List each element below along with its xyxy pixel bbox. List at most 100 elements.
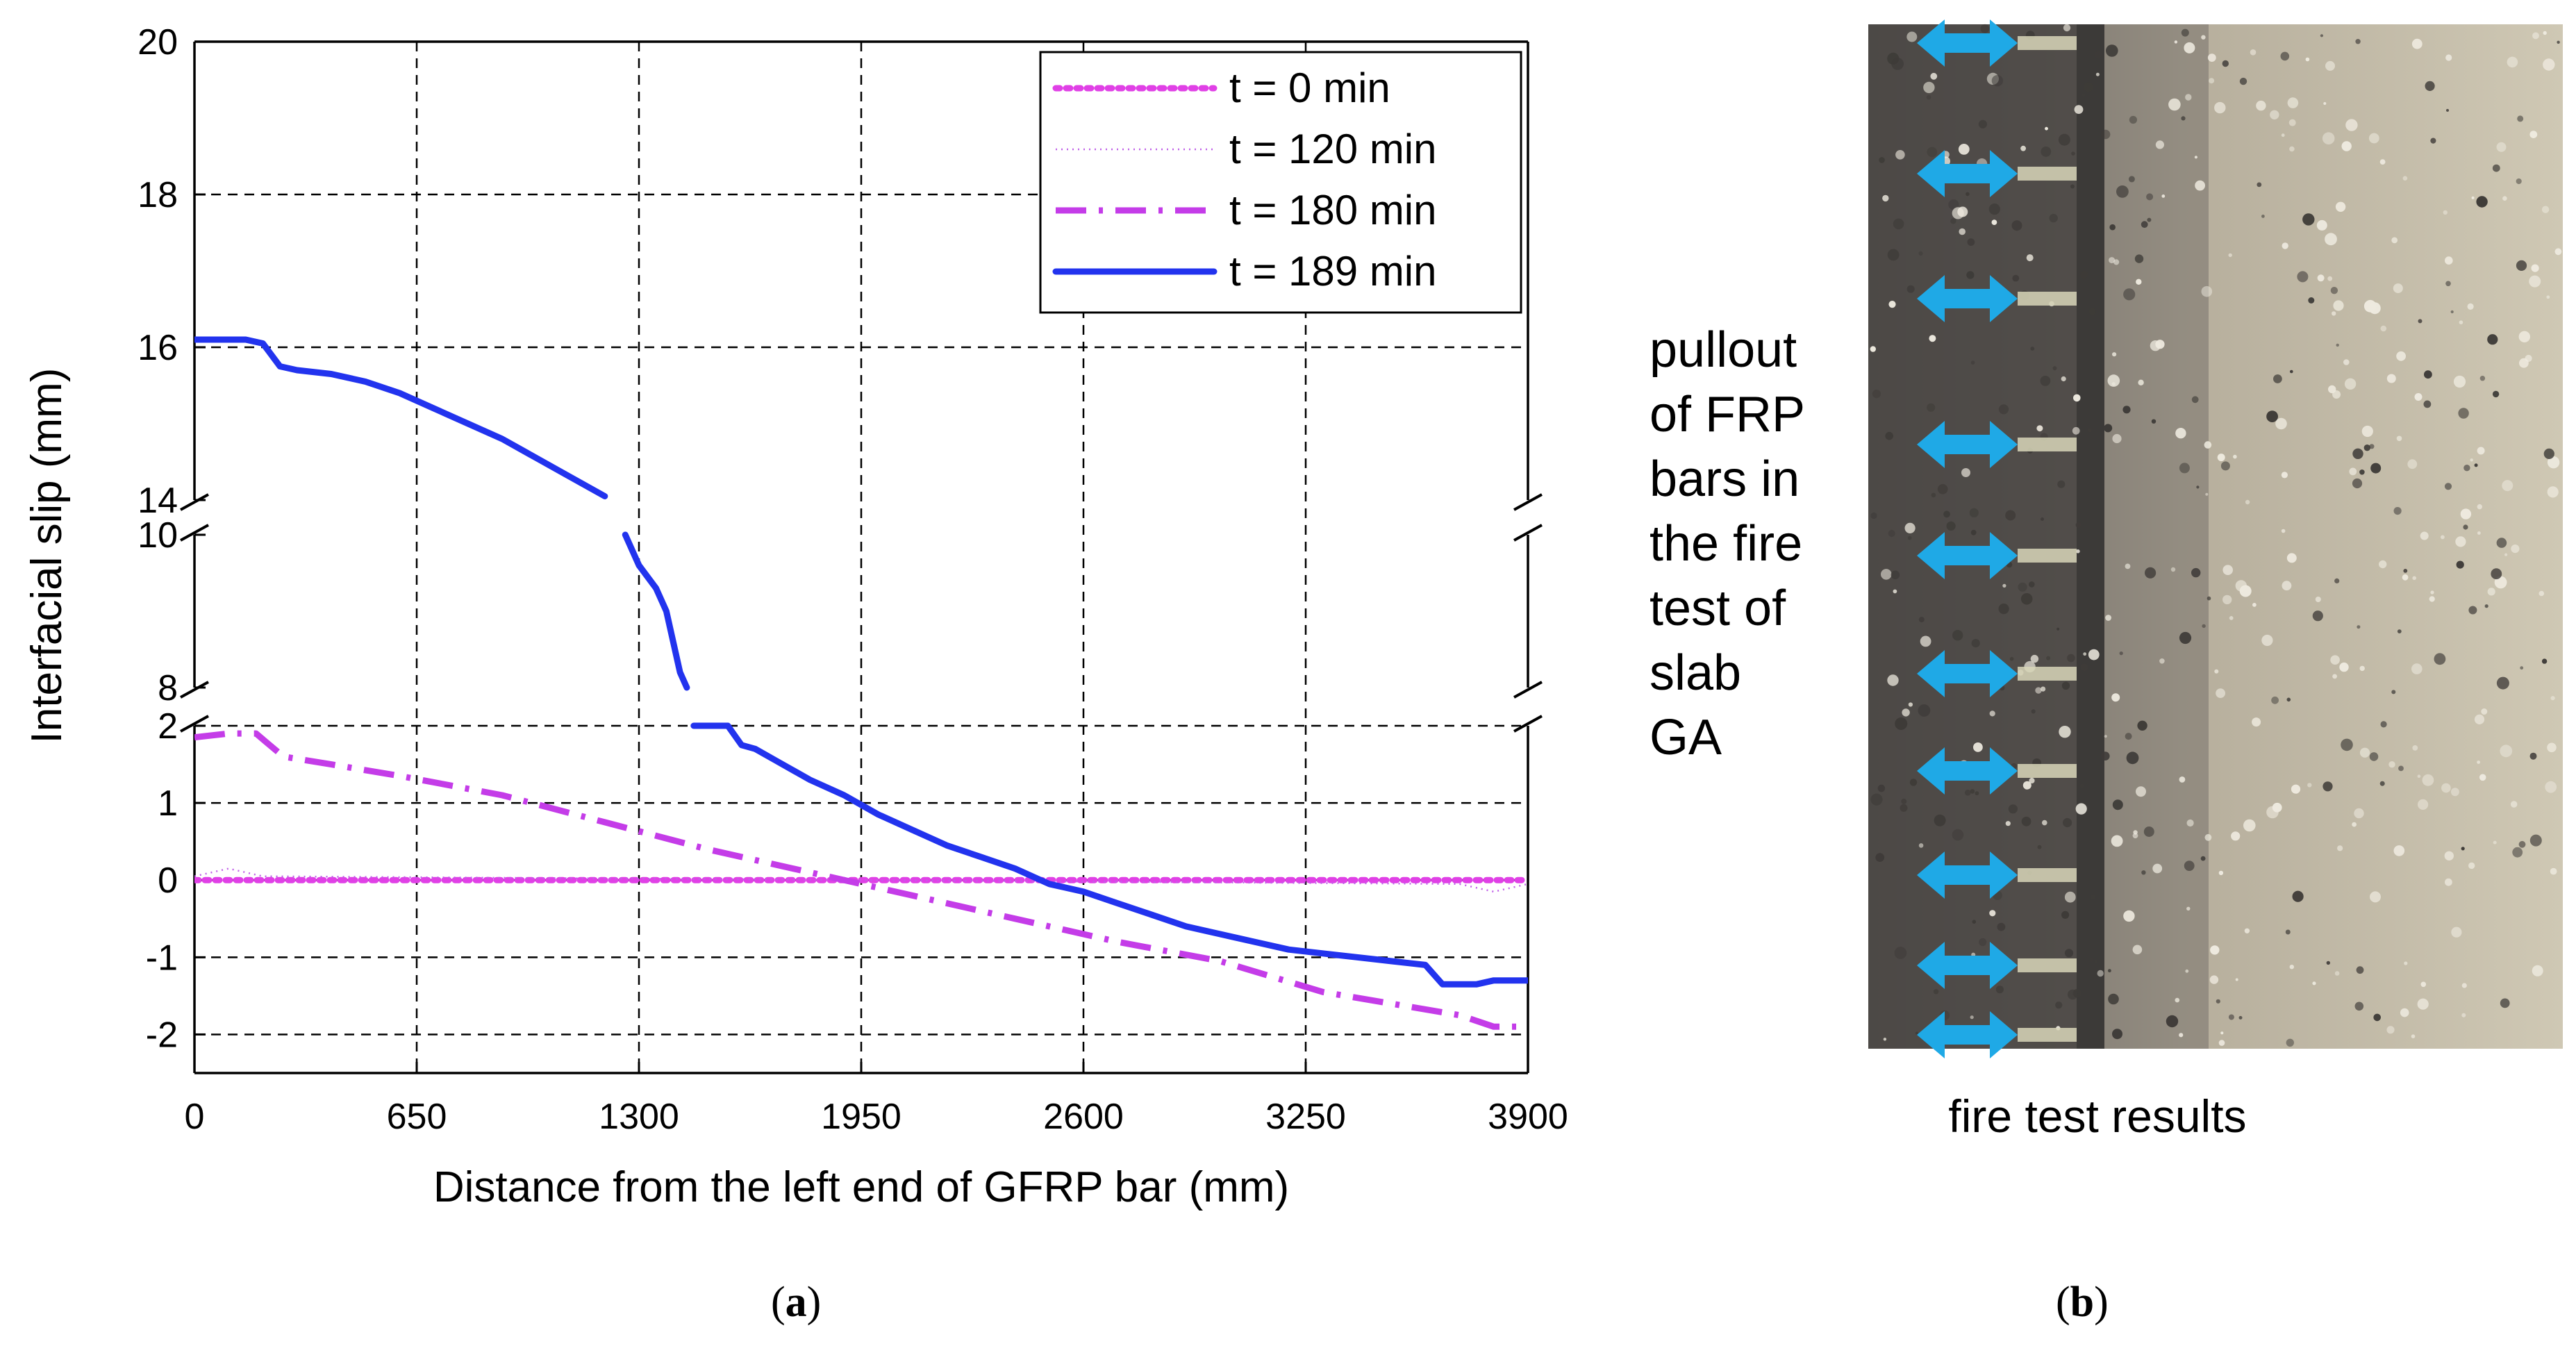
aggregate-speck <box>2134 254 2144 263</box>
aggregate-speck <box>1964 789 1971 796</box>
aggregate-speck <box>2494 576 2507 589</box>
aggregate-speck <box>1931 492 1936 498</box>
aggregate-speck <box>1895 717 1908 730</box>
aggregate-speck <box>2220 461 2230 471</box>
double-arrow-icon <box>1917 747 2018 795</box>
aggregate-speck <box>2055 1001 2063 1009</box>
x-tick-label: 0 <box>185 1097 205 1137</box>
aggregate-speck <box>2072 426 2080 435</box>
aggregate-speck <box>2487 334 2498 345</box>
aggregate-speck <box>2423 400 2432 408</box>
aggregate-speck <box>1870 512 1877 519</box>
aggregate-speck <box>1952 207 1964 219</box>
axis-break-mark <box>180 681 209 699</box>
annotation-line: pullout <box>1650 322 1797 378</box>
aggregate-speck <box>1918 843 1924 848</box>
aggregate-speck <box>2289 146 2295 152</box>
aggregate-speck <box>1927 147 1938 158</box>
aggregate-speck <box>2443 210 2448 215</box>
x-tick-label: 650 <box>387 1097 447 1137</box>
aggregate-speck <box>2185 969 2189 973</box>
aggregate-speck <box>2155 340 2165 349</box>
aggregate-speck <box>2479 376 2486 381</box>
aggregate-speck <box>2477 760 2481 764</box>
aggregate-speck <box>2145 567 2157 579</box>
aggregate-speck <box>1997 922 2006 931</box>
aggregate-speck <box>2461 1013 2466 1017</box>
aggregate-speck <box>2516 260 2527 271</box>
aggregate-speck <box>2404 961 2408 965</box>
aggregate-speck <box>1926 94 1931 100</box>
aggregate-speck <box>1959 228 1966 235</box>
aggregate-speck <box>2518 840 2526 848</box>
aggregate-speck <box>1891 58 1904 70</box>
aggregate-speck <box>2109 224 2116 231</box>
aggregate-speck <box>2411 1034 2416 1038</box>
aggregate-speck <box>2425 81 2435 91</box>
aggregate-speck <box>2429 596 2435 602</box>
aggregate-speck <box>2194 156 2197 159</box>
aggregate-speck <box>1885 431 1893 440</box>
aggregate-speck <box>2345 119 2358 131</box>
aggregate-speck <box>2400 1008 2409 1017</box>
concrete-aggregate <box>1870 24 2562 1047</box>
aggregate-speck <box>2352 822 2357 827</box>
aggregate-speck <box>2352 478 2363 489</box>
aggregate-speck <box>2393 283 2403 294</box>
aggregate-speck <box>2396 435 2402 442</box>
aggregate-speck <box>1966 192 1970 197</box>
aggregate-speck <box>2403 569 2408 573</box>
aggregate-speck <box>2370 891 2381 903</box>
aggregate-speck <box>2492 390 2500 398</box>
aggregate-speck <box>2339 662 2349 672</box>
aggregate-speck <box>2445 878 2452 886</box>
aggregate-speck <box>2209 78 2215 84</box>
aggregate-speck <box>2430 590 2434 595</box>
aggregate-speck <box>2461 847 2465 851</box>
aggregate-speck <box>2089 957 2094 963</box>
aggregate-speck <box>2159 658 2165 664</box>
aggregate-speck <box>2080 270 2088 279</box>
aggregate-speck <box>2220 1031 2224 1035</box>
aggregate-speck <box>2359 747 2370 758</box>
aggregate-speck <box>2059 726 2071 738</box>
double-arrow-icon <box>1917 150 2018 197</box>
aggregate-speck <box>2286 553 2297 563</box>
aggregate-speck <box>2151 419 2157 424</box>
aggregate-speck <box>2107 374 2120 387</box>
aggregate-speck <box>1998 404 2009 415</box>
x-tick-label: 3900 <box>1488 1097 1568 1137</box>
aggregate-speck <box>2021 816 2031 826</box>
axis-break-mark <box>1513 493 1543 511</box>
aggregate-speck <box>2112 799 2123 810</box>
aggregate-speck <box>2155 140 2164 149</box>
aggregate-speck <box>2030 654 2039 663</box>
aggregate-speck <box>2122 406 2131 414</box>
aggregate-speck <box>2417 774 2421 778</box>
aggregate-speck <box>2202 624 2206 629</box>
aggregate-speck <box>2005 821 2011 826</box>
aggregate-speck <box>2302 213 2315 226</box>
aggregate-speck <box>1906 31 1918 42</box>
aggregate-speck <box>1973 742 1983 752</box>
pullout-annotation: pullout of FRP bars in the fire test of slab G… <box>1650 322 1805 765</box>
aggregate-speck <box>2136 279 2142 285</box>
legend-label: t = 120 min <box>1229 126 1437 172</box>
aggregate-speck <box>2179 463 2190 474</box>
aggregate-speck <box>1950 218 1956 224</box>
aggregate-speck <box>2417 998 2429 1010</box>
aggregate-speck <box>2398 765 2404 772</box>
aggregate-speck <box>2297 271 2309 283</box>
aggregate-speck <box>1902 708 1910 717</box>
aggregate-speck <box>2090 894 2096 900</box>
aggregate-speck <box>2529 834 2542 847</box>
double-arrow-icon <box>1917 19 2018 67</box>
double-arrow-icon <box>1917 942 2018 989</box>
aggregate-speck <box>2218 1040 2225 1046</box>
photo-caption: fire test results <box>1948 1090 2246 1142</box>
aggregate-speck <box>2088 308 2096 315</box>
aggregate-speck <box>2322 132 2335 144</box>
aggregate-speck <box>2481 708 2488 715</box>
aggregate-speck <box>2119 651 2123 656</box>
aggregate-speck <box>2341 141 2352 151</box>
